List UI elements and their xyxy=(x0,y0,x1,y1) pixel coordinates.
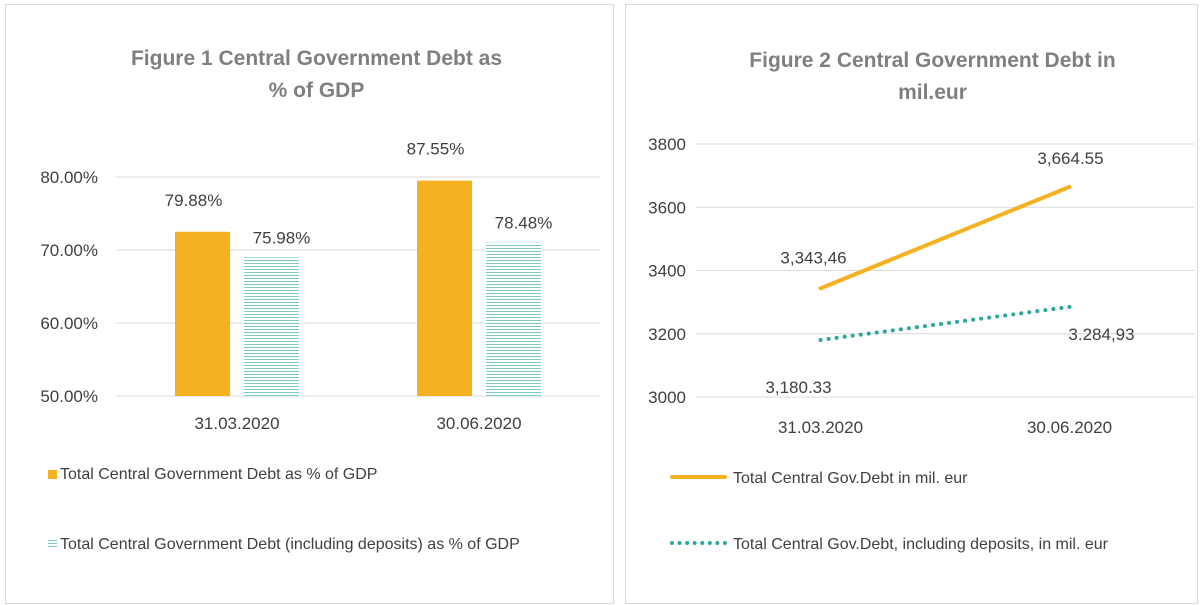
figure-1-chart: Figure 1 Central Government Debt as % of … xyxy=(40,47,600,433)
legend-line-dotted xyxy=(670,541,727,545)
legend-swatch-solid xyxy=(48,470,57,479)
bar xyxy=(486,242,541,396)
y-tick-label: 3600 xyxy=(648,198,686,217)
y-tick-label: 3800 xyxy=(648,135,686,154)
figure-1-chart-panel: Figure 1 Central Government Debt as % of … xyxy=(5,4,614,604)
y-tick-label: 3200 xyxy=(648,325,686,344)
legend-label: Total Central Gov.Debt in mil. eur xyxy=(733,470,968,487)
legend-label: Total Central Gov.Debt, including deposi… xyxy=(733,536,1108,553)
figure-2-chart: Figure 2 Central Government Debt in mil.e… xyxy=(648,49,1194,437)
bar xyxy=(417,180,472,396)
legend-line-solid xyxy=(670,475,727,479)
chart-title-line: % of GDP xyxy=(269,79,365,102)
data-label: 3,343,46 xyxy=(780,248,846,267)
data-label: 75.98% xyxy=(253,228,311,247)
x-tick-label: 31.03.2020 xyxy=(778,418,863,437)
y-tick-label: 50.00% xyxy=(40,387,98,406)
data-label: 87.55% xyxy=(407,140,465,159)
data-label: 3,664.55 xyxy=(1037,149,1103,168)
series-line xyxy=(818,304,1072,342)
chart-title-line: Figure 1 Central Government Debt as xyxy=(131,47,502,70)
y-tick-label: 60.00% xyxy=(40,314,98,333)
legend-item-debt-gdp-deposits: Total Central Government Debt (including… xyxy=(48,535,608,554)
data-label: 3,180.33 xyxy=(765,378,831,397)
legend-item-debt-mil-deposits: Total Central Gov.Debt, including deposi… xyxy=(670,535,1190,554)
legend-swatch-striped xyxy=(48,540,57,549)
data-label: 78.48% xyxy=(495,214,553,233)
data-label: 79.88% xyxy=(165,191,223,210)
bar xyxy=(175,231,230,396)
chart-title-line: mil.eur xyxy=(898,81,967,104)
legend-item-debt-gdp: Total Central Government Debt as % of GD… xyxy=(48,465,377,484)
legend-item-debt-mil: Total Central Gov.Debt in mil. eur xyxy=(670,469,967,488)
legend-label: Total Central Government Debt as % of GD… xyxy=(60,466,378,483)
series-line xyxy=(818,184,1072,291)
x-tick-label: 30.06.2020 xyxy=(436,414,521,433)
x-tick-label: 31.03.2020 xyxy=(194,414,279,433)
legend-label: Total Central Government Debt (including… xyxy=(60,536,520,553)
y-tick-label: 70.00% xyxy=(40,241,98,260)
x-tick-label: 30.06.2020 xyxy=(1027,418,1112,437)
bar xyxy=(244,257,299,396)
figure-2-chart-panel: Figure 2 Central Government Debt in mil.e… xyxy=(625,4,1198,604)
y-tick-label: 3000 xyxy=(648,388,686,407)
y-tick-label: 3400 xyxy=(648,262,686,281)
data-label: 3.284,93 xyxy=(1068,325,1134,344)
y-tick-label: 80.00% xyxy=(40,168,98,187)
chart-title-line: Figure 2 Central Government Debt in xyxy=(749,49,1115,72)
